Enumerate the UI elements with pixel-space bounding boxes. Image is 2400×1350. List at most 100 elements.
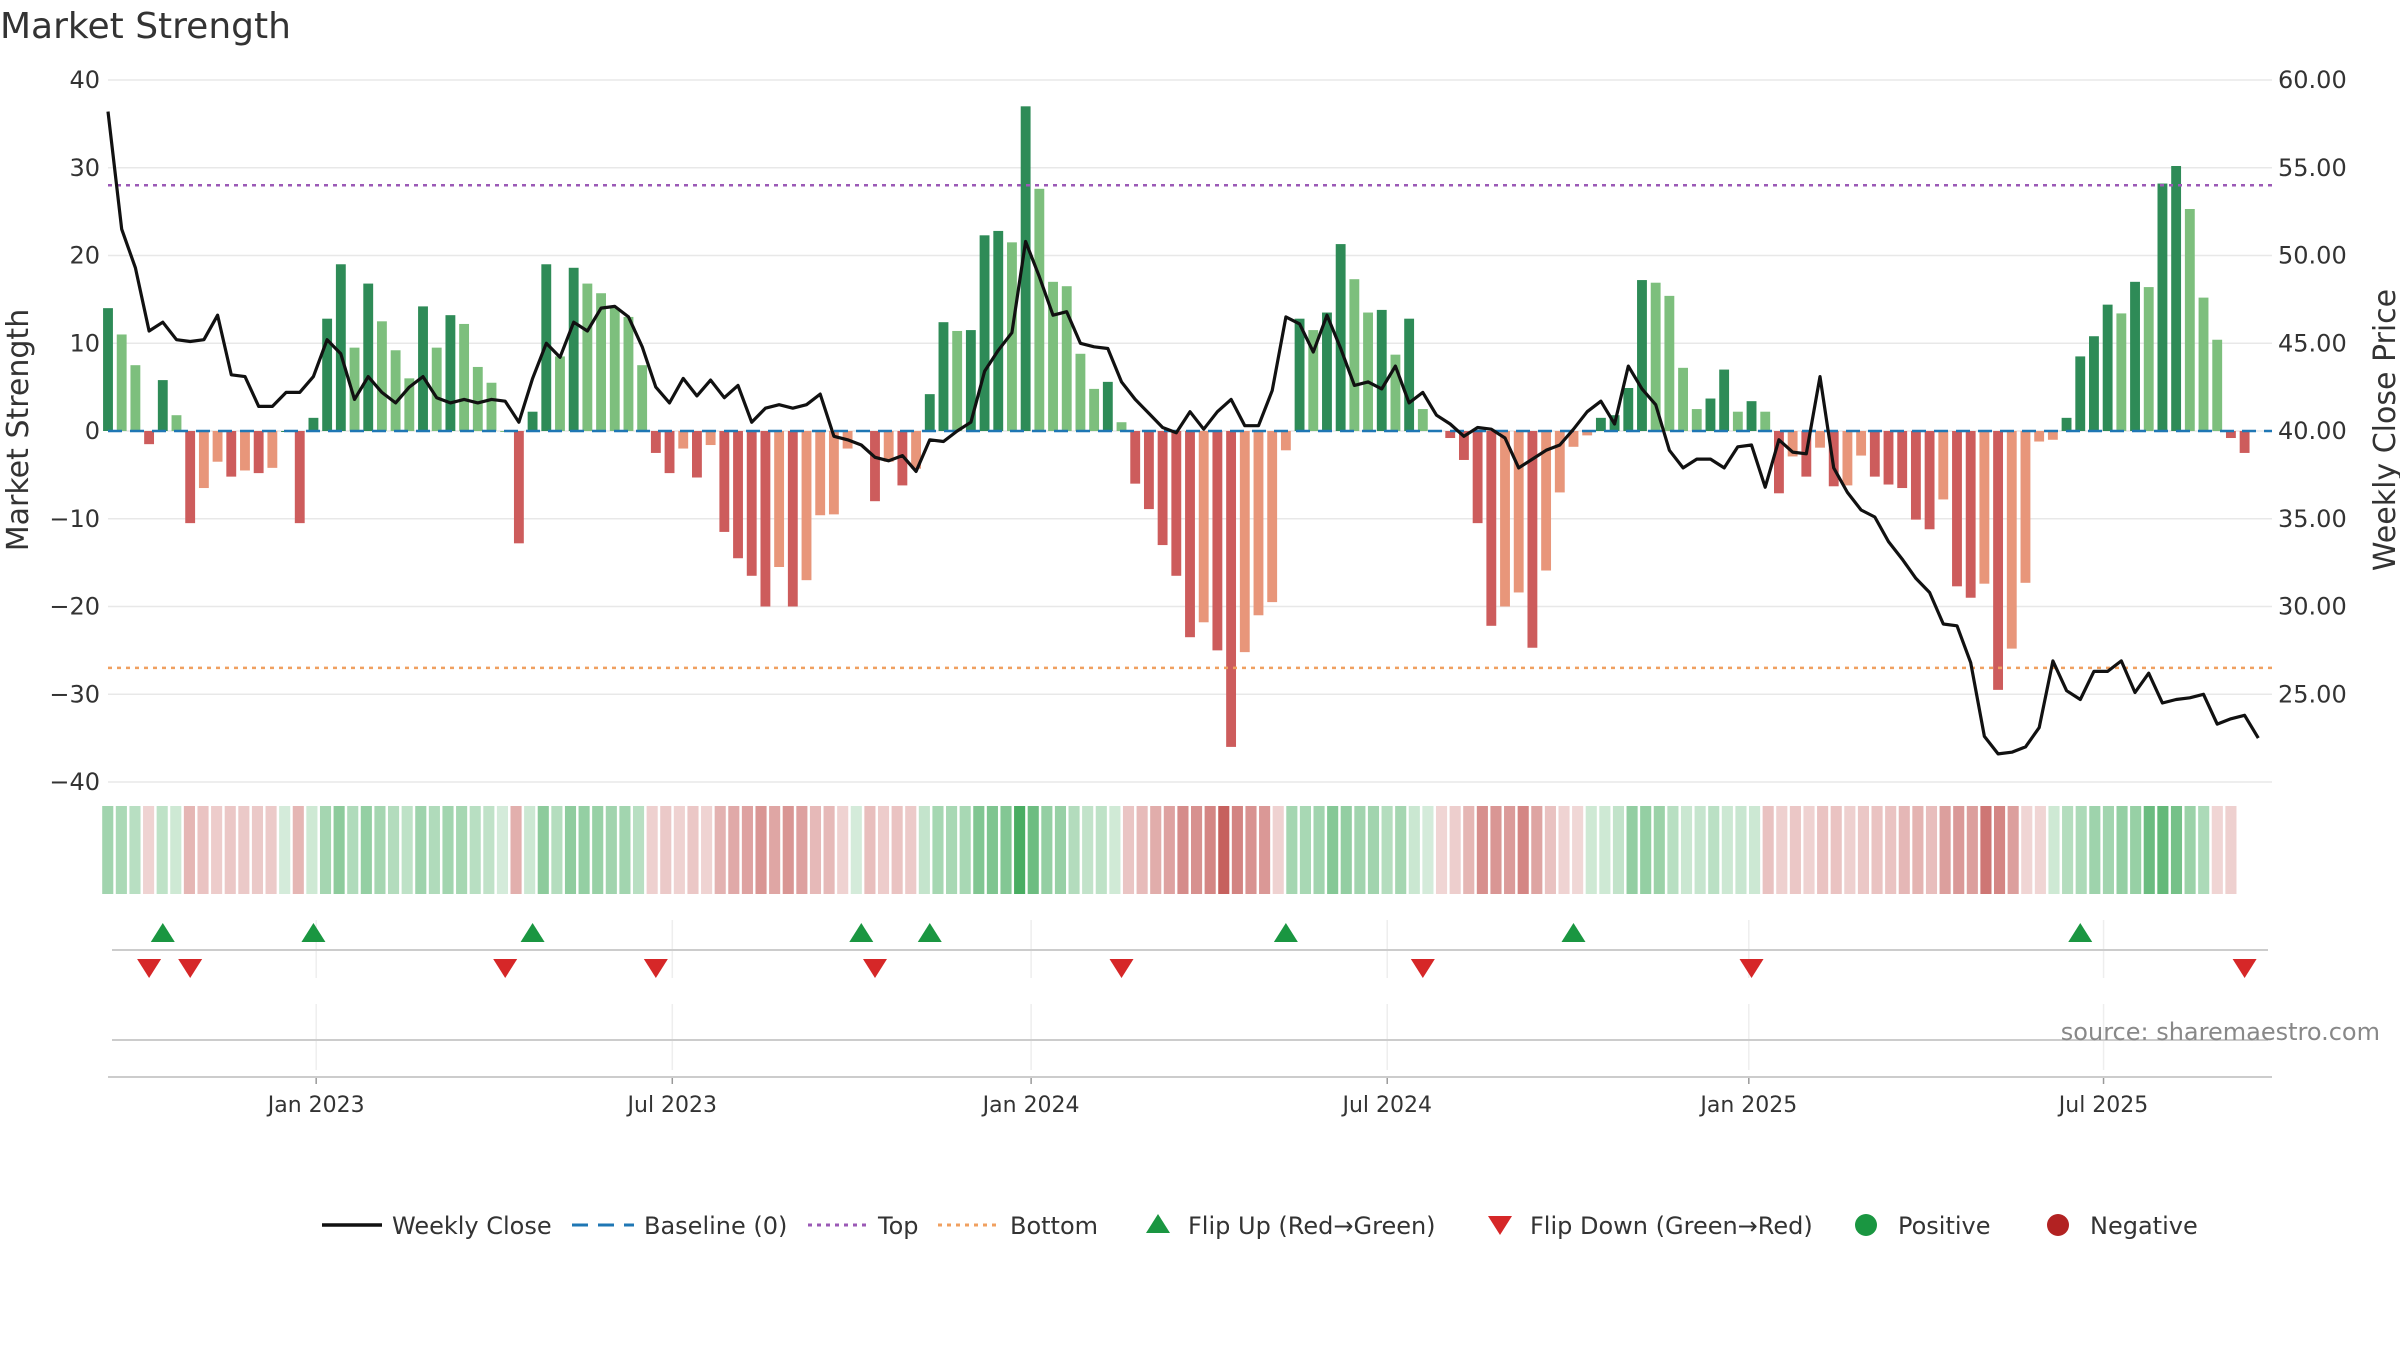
heat-cell [823,806,835,894]
strength-bar [116,334,127,431]
strength-bar [1308,330,1319,431]
heat-cell [1354,806,1366,894]
strength-bar [1883,431,1894,485]
strength-bar [1582,431,1593,436]
y-axis-left-title: Market Strength [1,309,36,551]
heat-cell [769,806,781,894]
heat-cell [1476,806,1488,894]
strength-bar [2102,304,2113,431]
heat-cell [741,806,753,894]
heat-cell [1204,806,1216,894]
legend-label: Top [877,1212,919,1240]
strength-bar [1048,281,1058,431]
heat-cell [469,806,481,894]
heat-cell [986,806,998,894]
strength-bar [2212,339,2223,431]
heat-cell [1435,806,1448,894]
heat-cell [211,806,223,894]
heat-cell [415,806,427,894]
heat-cell [2089,806,2101,894]
heat-cell [1245,806,1257,894]
heat-cell [1993,806,2006,894]
strength-bar [1527,431,1538,648]
strength-bar [555,356,565,431]
strength-bar [253,431,264,474]
strength-bar [1513,431,1524,593]
strength-bar [2157,183,2168,431]
strength-bar [1678,367,1688,431]
legend-label: Baseline (0) [644,1212,787,1240]
heat-cell [1504,806,1516,894]
strength-bar [664,431,675,474]
heat-cell [1272,806,1284,894]
heat-cell [932,806,944,894]
reference-lines [108,184,2272,670]
strength-bar [2034,431,2045,442]
heat-cell [2198,806,2210,894]
strength-bar [1075,353,1086,431]
heat-cell [1653,806,1665,894]
heat-cell [2034,806,2046,894]
heat-cell [306,806,318,894]
heat-cell [1558,806,1570,894]
heat-cell [946,806,958,894]
heat-cell [1367,806,1380,894]
y-right-tick-label: 30.00 [2278,593,2347,621]
strength-bar [1267,431,1278,603]
heat-cell [1544,806,1556,894]
strength-bar [363,283,374,431]
y-right-tick-label: 35.00 [2278,505,2347,533]
strength-bar [993,230,1004,431]
heat-cell [129,806,141,894]
strength-bar [568,267,579,431]
strength-bar [2006,431,2017,649]
heat-cell [238,806,250,894]
strength-bar [1445,431,1456,439]
legend: Weekly Close Baseline (0) Top Bottom Flip Up… [322,1212,2198,1240]
strength-bar [1842,431,1853,486]
strength-bar [1568,431,1579,447]
flip-up-marker [917,923,942,942]
strength-bar [1034,188,1045,431]
legend-label: Positive [1898,1212,1991,1240]
strength-bar [774,431,785,568]
heat-cell [782,806,794,894]
strength-bar [1691,409,1702,431]
heat-cell [2211,806,2223,894]
heat-cell [1980,806,1992,894]
strength-bar [212,431,223,462]
weekly-close-line [106,111,2260,756]
heat-cell [1490,806,1502,894]
heat-cell [660,806,672,894]
strength-bar [144,431,155,445]
strength-bar [1335,244,1346,431]
strength-bar [1130,431,1141,484]
strength-bar [1061,286,1072,431]
flip-down-marker [1109,959,1134,978]
strength-bar [185,431,196,524]
y-left-tick-label: 0 [85,417,100,445]
heat-cell [1762,806,1774,894]
strength-bar [1541,431,1552,571]
heat-cell [1912,806,1924,894]
flip-down-marker [1410,959,1435,978]
strength-bar [390,350,401,431]
heat-cell [1095,806,1107,894]
strength-bar [1185,431,1195,638]
heat-cell [279,806,291,894]
flip-down-marker [643,959,668,978]
strength-bar [705,431,716,446]
heat-cell [524,806,536,894]
heat-cell [2021,806,2033,894]
heat-cell [1857,806,1870,894]
strength-bar [1910,431,1921,520]
heat-cell [673,806,685,894]
strength-bar [1143,431,1154,510]
heat-cell [1885,806,1897,894]
strength-bar [1376,309,1387,431]
strength-bar [1952,431,1962,587]
strength-bar [1650,282,1661,431]
flip-up-marker [150,923,175,942]
chart-title: Market Strength [0,6,291,47]
